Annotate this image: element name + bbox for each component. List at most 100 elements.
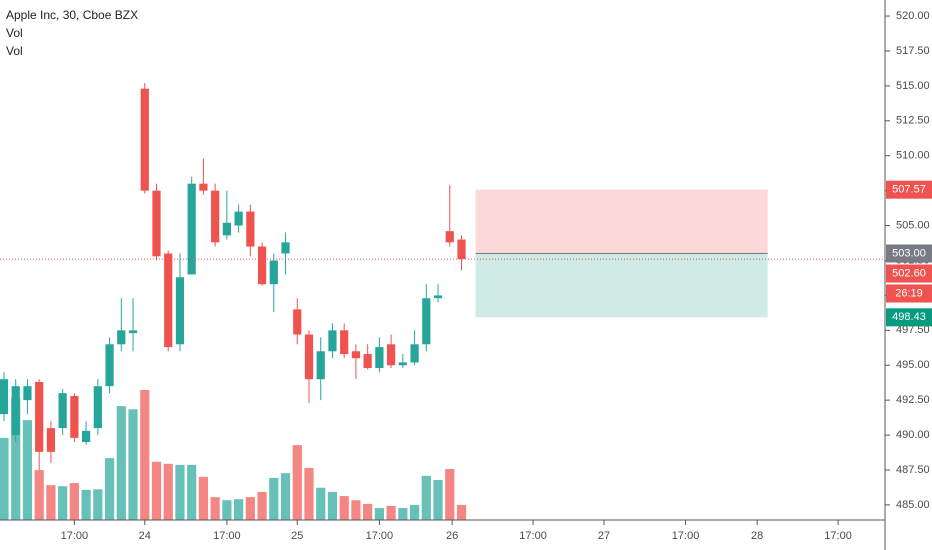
y-tick-label: 490.00 xyxy=(896,429,930,441)
volume-bar xyxy=(257,491,267,520)
candle-body xyxy=(281,242,290,254)
y-tick-label: 517.50 xyxy=(896,45,930,57)
volume-bar xyxy=(445,469,455,520)
bar-countdown: 26:19 xyxy=(895,287,923,299)
volume-bar xyxy=(386,505,396,520)
x-tick-label: 17:00 xyxy=(519,530,547,542)
volume-bar xyxy=(140,390,150,520)
volume-bar xyxy=(421,475,431,520)
stop-zone xyxy=(475,189,768,254)
volume-bar xyxy=(11,397,21,520)
volume-bar xyxy=(151,461,162,520)
candle-body xyxy=(328,330,337,352)
volume-bar xyxy=(116,406,126,520)
candle-body xyxy=(351,351,361,359)
time-axis xyxy=(0,520,885,550)
volume-bar xyxy=(0,437,9,520)
candle-body xyxy=(211,190,220,243)
candle-body xyxy=(316,351,325,380)
volume-bar xyxy=(245,497,255,520)
volume-bar xyxy=(433,479,443,520)
y-tick-label: 520.00 xyxy=(896,10,930,22)
candle-body xyxy=(433,295,443,299)
last-price-label-badge xyxy=(886,264,932,283)
volume-bar xyxy=(69,483,79,520)
candle-body xyxy=(293,309,302,335)
volume-bar xyxy=(351,500,361,520)
target-price-label-badge xyxy=(886,308,932,327)
x-tick-label: 17:00 xyxy=(366,530,394,542)
candle-body xyxy=(398,362,407,366)
target-price-label: 498.43 xyxy=(892,311,926,323)
candle-body xyxy=(117,330,126,345)
x-tick-label: 26 xyxy=(446,530,458,542)
candle-body xyxy=(199,183,208,191)
x-tick-label: 27 xyxy=(598,530,610,542)
volume-bar xyxy=(304,468,314,520)
candle-body xyxy=(0,379,9,415)
candle-body xyxy=(246,211,255,247)
volume-bar xyxy=(269,477,279,520)
volume-bar xyxy=(58,486,68,520)
candle-body xyxy=(105,344,114,387)
x-tick-label: 28 xyxy=(751,530,763,542)
candle-body xyxy=(340,330,349,355)
volume-bar xyxy=(374,508,384,520)
candle-body xyxy=(422,298,431,345)
volume-bar xyxy=(234,499,244,520)
last-price-label: 502.60 xyxy=(892,267,926,279)
stop-price-label: 507.57 xyxy=(892,184,926,196)
x-tick-label: 17:00 xyxy=(824,530,852,542)
x-tick-label: 17:00 xyxy=(672,530,700,542)
candle-body xyxy=(187,183,196,275)
candle-body xyxy=(257,246,267,285)
x-tick-label: 17:00 xyxy=(61,530,89,542)
volume-bar xyxy=(456,504,467,520)
y-tick-label: 510.00 xyxy=(896,150,930,162)
volume-bar xyxy=(22,420,33,520)
bar-countdown-badge xyxy=(886,284,932,303)
y-tick-label: 512.50 xyxy=(896,115,930,127)
volume-bar xyxy=(398,508,408,520)
candle-body xyxy=(128,330,138,334)
candle-body xyxy=(363,354,372,369)
indicator-label: Vol xyxy=(6,26,23,40)
x-tick-label: 24 xyxy=(139,530,151,542)
y-tick-label: 497.50 xyxy=(896,324,930,336)
volume-bar xyxy=(187,464,197,520)
volume-bar xyxy=(163,463,173,520)
volume-bar xyxy=(316,487,326,520)
x-tick-label: 17:00 xyxy=(213,530,241,542)
x-tick-label: 25 xyxy=(291,530,303,542)
volume-bar xyxy=(128,409,138,520)
candle-body xyxy=(46,428,56,452)
candle-body xyxy=(140,88,149,191)
candle-body xyxy=(35,382,44,452)
volume-bar xyxy=(34,470,44,520)
candle-body xyxy=(23,386,32,401)
volume-bar xyxy=(280,473,291,520)
candle-body xyxy=(164,253,173,348)
candle-body xyxy=(410,344,419,363)
y-tick-label: 495.00 xyxy=(896,359,930,371)
y-tick-label: 485.00 xyxy=(896,499,930,511)
volume-bar xyxy=(198,476,209,520)
chart-title: Apple Inc, 30, Cboe BZX xyxy=(6,8,138,22)
y-tick-label: 492.50 xyxy=(896,394,930,406)
candle-body xyxy=(11,386,20,436)
y-tick-label: 515.00 xyxy=(896,80,930,92)
candle-body xyxy=(375,347,384,369)
candle-body xyxy=(222,222,231,236)
candle-body xyxy=(445,231,454,243)
volume-bar xyxy=(104,458,115,520)
y-tick-label: 505.00 xyxy=(896,219,930,231)
indicator-label: Vol xyxy=(6,44,23,58)
target-zone xyxy=(475,253,768,318)
entry-price-label: 503.00 xyxy=(892,247,926,259)
candle-body xyxy=(152,190,161,257)
volume-bar xyxy=(210,497,220,520)
candle-body xyxy=(269,260,278,285)
volume-bar xyxy=(363,503,373,520)
